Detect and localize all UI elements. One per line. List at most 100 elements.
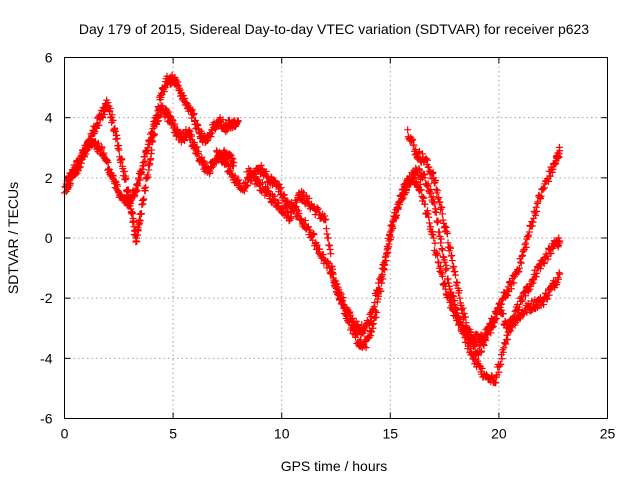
data-point [540, 300, 548, 308]
data-point [190, 138, 198, 146]
data-point [423, 181, 431, 189]
data-point [516, 315, 524, 323]
data-point [532, 203, 540, 211]
data-point [469, 337, 477, 345]
data-point [497, 360, 505, 368]
data-point [325, 242, 333, 250]
series-track-2 [63, 102, 238, 210]
data-point [276, 204, 284, 212]
data-point [555, 239, 563, 247]
data-point [99, 114, 107, 122]
data-point [190, 110, 198, 118]
data-point [124, 186, 132, 194]
data-point [458, 305, 466, 313]
data-point [383, 249, 391, 257]
data-point [536, 265, 544, 273]
data-point [430, 234, 438, 242]
data-point [429, 193, 437, 201]
data-point [432, 177, 440, 185]
data-point [525, 287, 533, 295]
data-point [319, 251, 327, 259]
data-point [500, 344, 508, 352]
data-point [229, 155, 237, 163]
data-point [375, 285, 383, 293]
data-point [466, 345, 474, 353]
data-point [433, 251, 441, 259]
data-point [507, 285, 515, 293]
data-point [328, 262, 336, 270]
data-point [262, 168, 270, 176]
data-point [231, 172, 239, 180]
data-point [442, 223, 450, 231]
data-point [518, 252, 526, 260]
data-point [518, 296, 526, 304]
data-point [440, 219, 448, 227]
data-point [451, 268, 459, 276]
data-point [109, 116, 117, 124]
data-point [448, 257, 456, 265]
data-point [461, 313, 469, 321]
data-point [191, 116, 199, 124]
data-point [258, 179, 266, 187]
data-point [322, 215, 330, 223]
data-point [193, 143, 201, 151]
data-point [271, 176, 279, 184]
data-point [164, 108, 172, 116]
data-point [385, 240, 393, 248]
data-point [449, 264, 457, 272]
y-tick-label: 2 [45, 170, 53, 186]
data-point [522, 243, 530, 251]
data-point [352, 317, 360, 325]
data-point [447, 297, 455, 305]
data-point [391, 215, 399, 223]
data-point [545, 291, 553, 299]
data-point [394, 205, 402, 213]
data-point [426, 189, 434, 197]
data-point [424, 207, 432, 215]
data-point [336, 288, 344, 296]
data-point [435, 264, 443, 272]
data-point [492, 379, 500, 387]
data-point [404, 175, 412, 183]
data-point [424, 210, 432, 218]
data-point [555, 143, 563, 151]
data-point [554, 274, 562, 282]
data-point [362, 344, 370, 352]
data-point [295, 210, 303, 218]
data-point [199, 159, 207, 167]
data-point [128, 209, 136, 217]
y-axis-label: SDTVAR / TECUs [5, 182, 21, 294]
data-point [314, 205, 322, 213]
data-point [133, 181, 141, 189]
data-point [549, 165, 557, 173]
data-point [431, 208, 439, 216]
data-point [220, 156, 228, 164]
data-point [489, 323, 497, 331]
data-point [525, 231, 533, 239]
data-point [498, 355, 506, 363]
data-point [409, 171, 417, 179]
data-points [61, 71, 564, 387]
data-point [413, 154, 421, 162]
data-point [171, 120, 179, 128]
data-point [326, 245, 334, 253]
data-point [372, 292, 380, 300]
data-point [497, 301, 505, 309]
data-point [226, 162, 234, 170]
data-point [478, 364, 486, 372]
data-point [444, 290, 452, 298]
data-point [140, 195, 148, 203]
data-point [289, 207, 297, 215]
data-point [499, 310, 507, 318]
data-point [399, 190, 407, 198]
data-point [540, 260, 548, 268]
data-point [515, 264, 523, 272]
data-point [436, 198, 444, 206]
x-tick-label: 20 [491, 426, 507, 442]
data-point [424, 156, 432, 164]
data-point [548, 168, 556, 176]
data-point [462, 319, 470, 327]
data-point [432, 185, 440, 193]
data-point [533, 207, 541, 215]
